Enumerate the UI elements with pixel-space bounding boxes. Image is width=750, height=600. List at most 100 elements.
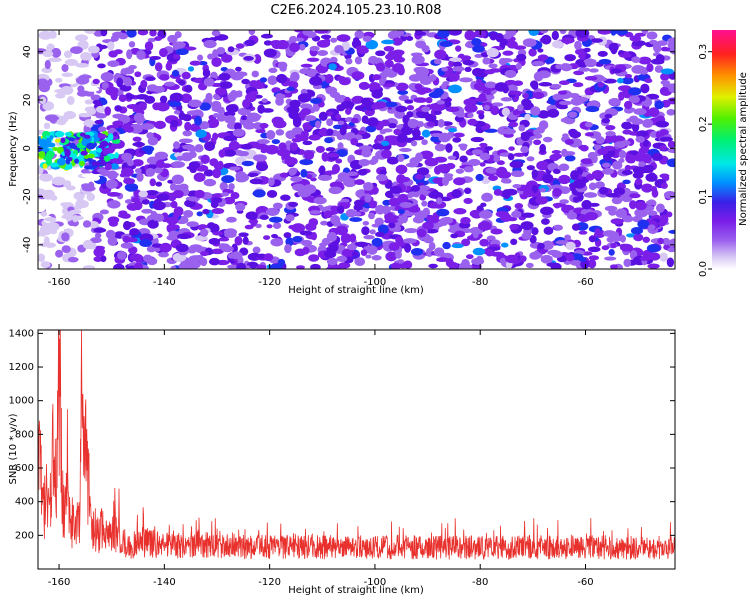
spectrogram-cell [450, 233, 459, 239]
spectrogram-cell [226, 216, 237, 223]
spectrogram-cell [561, 37, 575, 44]
spectrogram-cell [44, 59, 51, 70]
spectrogram-cell [134, 71, 142, 78]
spectrogram-cell [574, 40, 582, 50]
spectrogram-cell [182, 153, 194, 161]
colorbar-tick-label: 0.1 [698, 189, 709, 205]
spectrogram-cell [237, 107, 251, 116]
spectrogram-signal-cell [51, 146, 59, 152]
spectrogram-cell [377, 224, 389, 235]
spectrogram-cell [479, 152, 491, 161]
spectrogram-cell [528, 48, 537, 57]
spectrogram-cell [361, 226, 370, 236]
spectrogram-cell [667, 37, 675, 45]
spectrogram-cell [508, 121, 519, 128]
spectrogram-cell [120, 213, 131, 219]
spectrogram-cell [502, 189, 511, 199]
spectrogram-cell [55, 77, 63, 83]
spectrogram-cell [373, 101, 387, 109]
spectrogram-cell [658, 221, 666, 227]
spectrogram-cell [259, 77, 268, 83]
spectrogram-cell [303, 150, 315, 160]
spectrogram-cell [149, 30, 157, 37]
spectrogram-cell [305, 223, 317, 231]
spectrogram-cell [123, 177, 136, 185]
spectrogram-cell [519, 255, 527, 263]
spectrogram-cell [142, 254, 153, 263]
spectrogram-cell [323, 210, 333, 219]
spectrogram-cell [196, 211, 203, 217]
spectrogram-cell [314, 120, 322, 129]
spectrogram-cell [605, 192, 620, 198]
snr-x-tick-label: -120 [258, 577, 281, 588]
spectrogram-cell [591, 169, 605, 180]
spectrogram-cell [60, 202, 69, 207]
spectrogram-cell [668, 83, 675, 94]
spectrogram-cell [353, 211, 362, 216]
spectrogram-cell [277, 258, 286, 266]
spectrogram-cell [524, 113, 531, 121]
spectrogram-cell [324, 137, 334, 144]
spectrogram-cell [449, 57, 462, 62]
spectrogram-cell [515, 62, 522, 70]
spectrogram-cell [195, 129, 207, 138]
spectrogram-cell [532, 91, 545, 100]
spectrogram-x-tick-label: -100 [364, 277, 387, 288]
spectrogram-cell [314, 30, 329, 34]
spectrogram-cell [588, 182, 597, 191]
spectrogram-cell [522, 189, 535, 198]
spectrogram-cell [235, 171, 247, 181]
spectrogram-cell [651, 185, 658, 193]
spectrogram-cell [541, 218, 550, 225]
spectrogram-cell [618, 91, 625, 101]
spectrogram-signal-cell [86, 142, 96, 150]
spectrogram-cell [172, 41, 186, 48]
snr-x-tick-label: -140 [153, 577, 176, 588]
spectrogram-cell [372, 143, 381, 150]
spectrogram-cell [199, 228, 209, 237]
spectrogram-cell [407, 118, 419, 129]
spectrogram-cell [181, 144, 195, 150]
spectrogram-cell [43, 122, 51, 130]
spectrogram-cell [211, 197, 223, 204]
spectrogram-cell [100, 71, 114, 82]
spectrogram-cell [155, 181, 163, 187]
spectrogram-cell [383, 45, 395, 52]
spectrogram-cell [581, 199, 592, 210]
spectrogram-cell [339, 126, 347, 136]
spectrogram-cell [612, 231, 620, 241]
spectrogram-cell [221, 53, 233, 63]
spectrogram-cell [491, 102, 504, 107]
spectrogram-cell [146, 84, 159, 92]
spectrogram-cell [340, 233, 352, 243]
spectrogram-cell [261, 33, 273, 39]
spectrogram-cell [272, 202, 283, 210]
spectrogram-cell [66, 78, 77, 85]
spectrogram-cell [506, 40, 518, 49]
spectrogram-cell [521, 98, 532, 107]
spectrogram-cell [145, 167, 156, 177]
spectrogram-cell [44, 217, 57, 222]
spectrogram-cell [432, 177, 445, 184]
spectrogram-cell [202, 68, 211, 78]
spectrogram-cell [383, 83, 395, 88]
spectrogram-cell [501, 242, 509, 248]
spectrogram-cell [455, 111, 466, 118]
spectrogram-cell [353, 37, 360, 43]
spectrogram-cell [326, 266, 337, 269]
spectrogram-cell [531, 60, 544, 67]
spectrogram-cell [535, 196, 548, 205]
spectrogram-cell [432, 189, 440, 198]
spectrogram-cell [173, 206, 184, 217]
spectrogram-cell [453, 177, 466, 186]
spectrogram-cell [602, 167, 615, 175]
spectrogram-cell [223, 135, 238, 142]
spectrogram-cell [433, 247, 445, 257]
spectrogram-cell [299, 68, 311, 75]
spectrogram-cell [447, 155, 457, 160]
spectrogram-cell [156, 193, 170, 201]
spectrogram-cell [361, 148, 372, 158]
spectrogram-signal-cell [80, 150, 88, 156]
spectrogram-cell [452, 66, 465, 72]
spectrogram-cell [51, 47, 62, 58]
